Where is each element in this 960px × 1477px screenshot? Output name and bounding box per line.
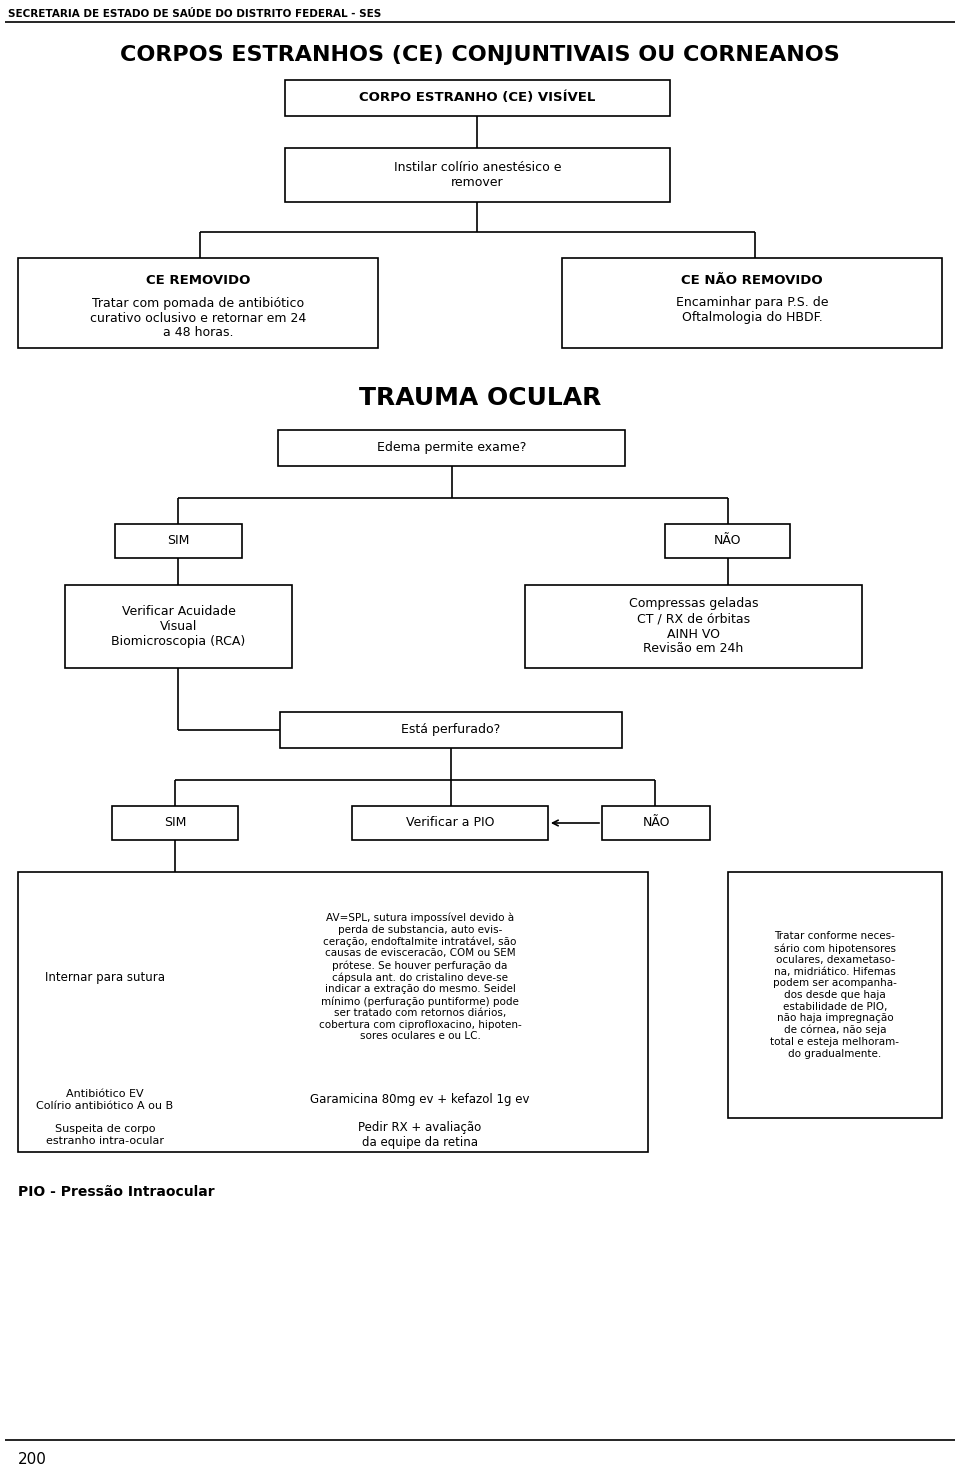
Text: NÃO: NÃO (642, 817, 670, 830)
Bar (285, 80, 670, 117)
Text: Compressas geladas
CT / RX de órbitas
AINH VO
Revisão em 24h: Compressas geladas CT / RX de órbitas AI… (629, 598, 758, 656)
Text: CE NÃO REMOVIDO: CE NÃO REMOVIDO (682, 273, 823, 287)
Text: SIM: SIM (164, 817, 186, 830)
Bar (112, 806, 238, 840)
Text: Edema permite exame?: Edema permite exame? (377, 442, 526, 455)
Text: Suspeita de corpo
estranho intra-ocular: Suspeita de corpo estranho intra-ocular (46, 1124, 164, 1146)
Text: AV=SPL, sutura impossível devido à
perda de substancia, auto evis-
ceração, endo: AV=SPL, sutura impossível devido à perda… (319, 913, 521, 1041)
Text: TRAUMA OCULAR: TRAUMA OCULAR (359, 385, 601, 411)
Text: Verificar a PIO: Verificar a PIO (406, 817, 494, 830)
Text: Instilar colírio anestésico e
remover: Instilar colírio anestésico e remover (394, 161, 562, 189)
Text: Está perfurado?: Está perfurado? (401, 724, 500, 737)
Text: NÃO: NÃO (713, 535, 741, 548)
Text: SIM: SIM (167, 535, 190, 548)
Bar (18, 258, 378, 349)
Bar (18, 871, 648, 1152)
Bar (665, 524, 790, 558)
Bar (352, 806, 548, 840)
Bar (280, 712, 622, 747)
Bar (562, 258, 942, 349)
Text: Pedir RX + avaliação
da equipe da retina: Pedir RX + avaliação da equipe da retina (358, 1121, 482, 1149)
Bar (602, 806, 710, 840)
Text: SECRETARIA DE ESTADO DE SAÚDE DO DISTRITO FEDERAL - SES: SECRETARIA DE ESTADO DE SAÚDE DO DISTRIT… (8, 9, 381, 19)
Text: Garamicina 80mg ev + kefazol 1g ev: Garamicina 80mg ev + kefazol 1g ev (310, 1093, 530, 1106)
Text: 200: 200 (18, 1452, 47, 1468)
Bar (285, 148, 670, 202)
Bar (278, 430, 625, 467)
Bar (728, 871, 942, 1118)
Text: PIO - Pressão Intraocular: PIO - Pressão Intraocular (18, 1185, 215, 1199)
Text: CE REMOVIDO: CE REMOVIDO (146, 273, 251, 287)
Bar (65, 585, 292, 668)
Text: CORPOS ESTRANHOS (CE) CONJUNTIVAIS OU CORNEANOS: CORPOS ESTRANHOS (CE) CONJUNTIVAIS OU CO… (120, 44, 840, 65)
Text: CORPO ESTRANHO (CE) VISÍVEL: CORPO ESTRANHO (CE) VISÍVEL (359, 92, 596, 105)
Text: Antibiótico EV
Colírio antibiótico A ou B: Antibiótico EV Colírio antibiótico A ou … (36, 1089, 174, 1111)
Text: Tratar conforme neces-
sário com hipotensores
oculares, dexametaso-
na, midriáti: Tratar conforme neces- sário com hipoten… (771, 932, 900, 1059)
Text: Encaminhar para P.S. de
Oftalmologia do HBDF.: Encaminhar para P.S. de Oftalmologia do … (676, 295, 828, 323)
Bar (525, 585, 862, 668)
Text: Tratar com pomada de antibiótico
curativo oclusivo e retornar em 24
a 48 horas.: Tratar com pomada de antibiótico curativ… (90, 297, 306, 340)
Bar (115, 524, 242, 558)
Text: Internar para sutura: Internar para sutura (45, 970, 165, 984)
Text: Verificar Acuidade
Visual
Biomicroscopia (RCA): Verificar Acuidade Visual Biomicroscopia… (111, 606, 246, 648)
